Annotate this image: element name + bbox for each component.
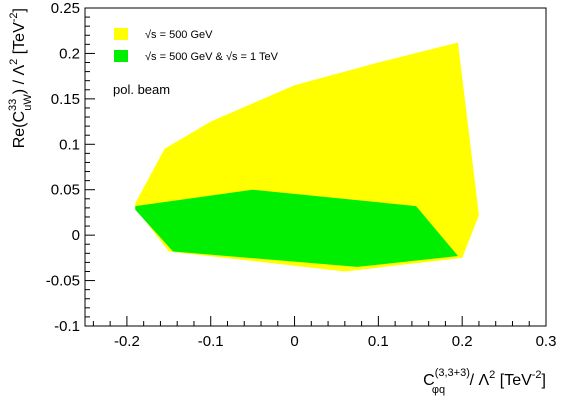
y-tick-label: -0.1 <box>54 318 80 335</box>
plot-frame <box>84 7 547 327</box>
x-axis-ticks: -0.2 -0.1 0 0.1 0.2 0.3 <box>92 316 557 350</box>
y-tick-label: 0.05 <box>51 182 80 199</box>
x-axis-title: C(3,3+3) φq / Λ2 [TeV-2] <box>423 367 546 396</box>
data-areas <box>135 42 479 272</box>
legend-label: √s = 500 GeV <box>145 29 213 41</box>
y-tick-label: 0.25 <box>51 0 80 17</box>
legend: √s = 500 GeV √s = 500 GeV & √s = 1 TeV <box>114 28 279 63</box>
y-tick-label: 0.1 <box>59 136 80 153</box>
y-tick-label: 0.15 <box>51 91 80 108</box>
x-tick-label: -0.2 <box>114 333 140 350</box>
y-tick-label: 0 <box>72 227 80 244</box>
annotation-text: pol. beam <box>113 82 170 97</box>
y-axis-title: Re(C33 uW) / Λ2 [TeV-2] <box>7 8 34 148</box>
legend-label: √s = 500 GeV & √s = 1 TeV <box>145 51 279 63</box>
legend-swatch <box>114 50 128 62</box>
x-tick-label: -0.1 <box>198 333 224 350</box>
y-axis-ticks: -0.1 -0.05 0 0.05 0.1 0.15 0.2 0.25 <box>46 0 95 335</box>
series-area-2 <box>135 189 459 267</box>
legend-swatch <box>114 28 128 40</box>
x-tick-label: 0.2 <box>452 333 473 350</box>
x-tick-label: 0.1 <box>368 333 389 350</box>
x-tick-label: 0.3 <box>536 333 557 350</box>
y-tick-label: 0.2 <box>59 45 80 62</box>
y-tick-label: -0.05 <box>46 273 80 290</box>
x-tick-label: 0 <box>290 333 298 350</box>
